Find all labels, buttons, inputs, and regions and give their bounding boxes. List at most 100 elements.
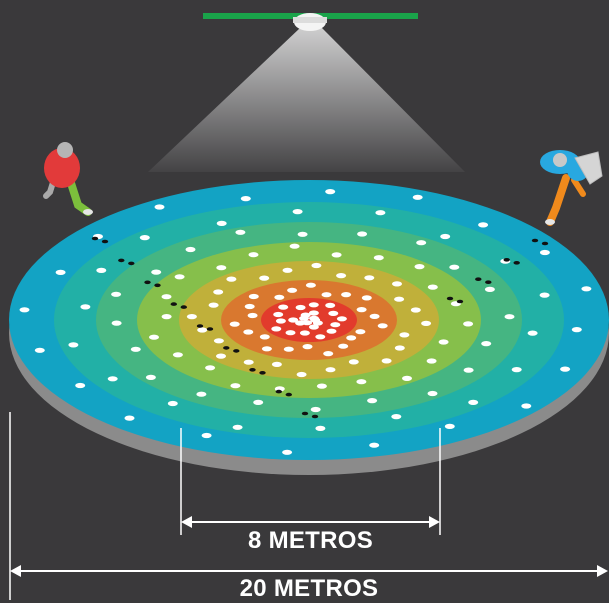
footprint-icon <box>475 277 482 282</box>
footprint-icon <box>233 349 240 353</box>
footprint-icon <box>485 280 492 285</box>
density-dot <box>55 269 66 275</box>
density-dot <box>346 335 357 341</box>
density-dot <box>391 414 402 420</box>
footprint-icon <box>275 389 282 394</box>
footprint-icon <box>196 324 204 328</box>
density-dot <box>308 324 319 330</box>
density-dot <box>259 275 270 281</box>
density-dot <box>248 293 259 300</box>
density-dot <box>216 220 227 226</box>
footprint-icon <box>101 239 109 244</box>
density-dot <box>229 321 240 327</box>
density-dot <box>243 329 254 335</box>
density-dot <box>248 252 259 258</box>
density-dot <box>124 415 135 421</box>
density-dot <box>174 274 185 280</box>
density-dot <box>273 311 284 318</box>
density-dot <box>375 210 386 216</box>
density-dot <box>377 323 388 329</box>
density-dot <box>149 334 159 340</box>
density-dot <box>288 317 299 323</box>
density-dot <box>367 398 378 404</box>
density-dot <box>463 367 474 373</box>
density-dot <box>259 334 270 340</box>
density-dot <box>369 313 380 319</box>
density-dot <box>539 249 550 256</box>
footprint-icon <box>170 302 177 306</box>
density-dot <box>289 243 300 249</box>
density-dot <box>521 403 532 409</box>
density-dot <box>373 255 384 261</box>
footprint-icon <box>223 346 230 350</box>
density-dot <box>449 264 460 270</box>
density-dot <box>341 292 352 298</box>
density-dot <box>338 343 349 349</box>
density-dot <box>145 374 156 380</box>
footprint-icon <box>128 261 135 266</box>
footprint-icon <box>91 236 99 241</box>
footprint-icon <box>285 392 292 397</box>
density-dot <box>213 338 224 344</box>
density-dot <box>426 358 437 364</box>
density-dot <box>310 406 321 413</box>
density-dot <box>356 379 367 385</box>
density-dot <box>161 314 172 320</box>
density-dot <box>213 289 224 295</box>
density-dot <box>355 329 366 335</box>
footprint-icon <box>513 261 520 265</box>
ceiling-light-icon <box>293 13 327 31</box>
density-dot <box>328 310 339 316</box>
density-dot <box>111 320 122 326</box>
density-dot <box>539 292 550 298</box>
density-dot <box>297 231 308 237</box>
density-dot <box>299 330 310 336</box>
density-dot <box>481 341 492 347</box>
density-dot <box>197 327 208 333</box>
density-dot <box>154 204 165 210</box>
person-icon <box>43 142 93 216</box>
density-dot <box>243 359 254 365</box>
inner-distance-label: 8 METROS <box>247 527 374 554</box>
density-dot <box>414 264 425 270</box>
density-dot <box>151 269 162 275</box>
dimension-8m <box>180 428 441 535</box>
density-dot <box>511 367 522 373</box>
footprint-icon <box>259 371 266 375</box>
density-dot <box>369 442 380 448</box>
density-dot <box>167 400 178 407</box>
density-dot <box>107 376 118 382</box>
density-dot <box>312 320 323 326</box>
density-dot <box>226 276 237 282</box>
density-dot <box>392 281 402 287</box>
footprint-icon <box>541 241 549 246</box>
density-dot <box>305 282 316 288</box>
density-dot <box>421 320 432 326</box>
density-dot <box>394 345 405 351</box>
density-dot <box>336 316 347 322</box>
density-dot <box>308 302 319 308</box>
density-dot <box>504 314 515 320</box>
footprint-icon <box>456 299 464 304</box>
density-dot <box>111 291 122 297</box>
density-dot <box>323 351 334 357</box>
density-dot <box>186 314 197 320</box>
density-dot <box>240 196 251 202</box>
density-dot <box>316 383 327 389</box>
density-dot <box>427 284 438 290</box>
density-dot <box>325 367 336 373</box>
density-dot <box>75 382 86 389</box>
density-dot <box>261 346 272 352</box>
density-dot <box>216 353 226 359</box>
density-dot <box>275 318 286 324</box>
light-beam <box>148 28 465 172</box>
density-dot <box>271 361 282 367</box>
footprint-icon <box>446 296 454 301</box>
footprint-icon <box>301 411 309 416</box>
density-dot <box>308 310 319 316</box>
density-dot <box>247 312 258 319</box>
density-dot <box>196 391 207 397</box>
density-dot <box>325 302 336 308</box>
density-dot <box>19 307 30 313</box>
